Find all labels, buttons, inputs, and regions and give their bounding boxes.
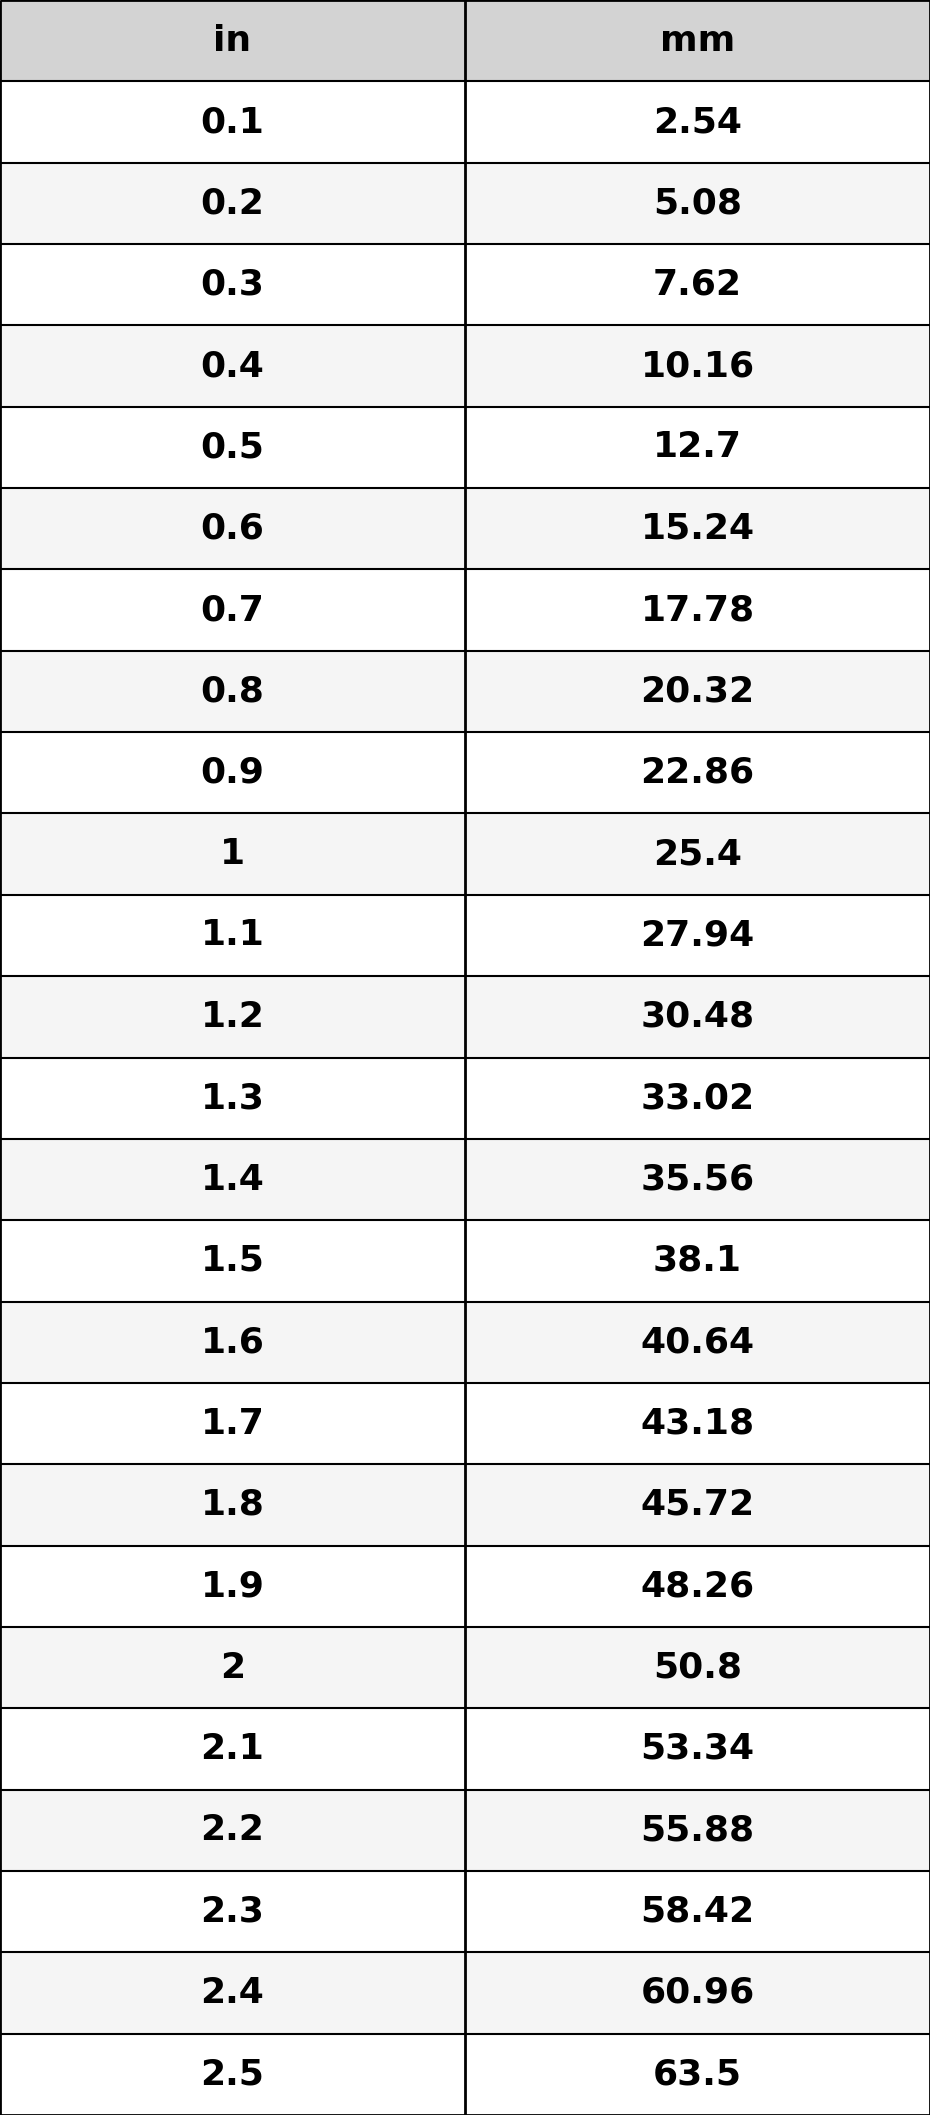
Text: 20.32: 20.32 — [641, 675, 754, 709]
Bar — [0, 1058, 930, 1138]
Bar — [0, 1301, 930, 1383]
Text: 0.8: 0.8 — [201, 675, 264, 709]
Text: 40.64: 40.64 — [641, 1326, 754, 1360]
Text: 22.86: 22.86 — [641, 755, 754, 789]
Text: 0.6: 0.6 — [201, 512, 264, 546]
Bar — [0, 1546, 930, 1626]
Text: 2: 2 — [219, 1650, 246, 1684]
Bar — [0, 1709, 930, 1789]
Text: 2.4: 2.4 — [201, 1975, 264, 2009]
Bar — [0, 732, 930, 814]
Text: 10.16: 10.16 — [641, 349, 754, 383]
Bar — [0, 977, 930, 1058]
Text: 1.9: 1.9 — [201, 1569, 264, 1603]
Text: 1: 1 — [219, 838, 246, 871]
Text: 60.96: 60.96 — [641, 1975, 754, 2009]
Text: 53.34: 53.34 — [641, 1732, 754, 1766]
Bar — [0, 1789, 930, 1872]
Text: 1.4: 1.4 — [201, 1163, 264, 1197]
Text: 48.26: 48.26 — [641, 1569, 754, 1603]
Text: 25.4: 25.4 — [653, 838, 742, 871]
Text: 35.56: 35.56 — [641, 1163, 754, 1197]
Text: 1.2: 1.2 — [201, 1000, 264, 1034]
Text: 2.2: 2.2 — [201, 1813, 264, 1846]
Text: 2.54: 2.54 — [653, 106, 742, 140]
Bar — [0, 814, 930, 895]
Text: 0.2: 0.2 — [201, 186, 264, 220]
Bar — [0, 406, 930, 489]
Text: 55.88: 55.88 — [641, 1813, 754, 1846]
Bar — [0, 489, 930, 569]
Text: 1.7: 1.7 — [201, 1406, 264, 1440]
Bar — [0, 1872, 930, 1952]
Bar — [0, 1383, 930, 1464]
Text: 2.5: 2.5 — [201, 2058, 264, 2092]
Text: 1.8: 1.8 — [201, 1489, 264, 1523]
Text: 2.3: 2.3 — [201, 1895, 264, 1929]
Bar — [0, 895, 930, 977]
Text: 0.4: 0.4 — [201, 349, 264, 383]
Text: 1.6: 1.6 — [201, 1326, 264, 1360]
Text: 12.7: 12.7 — [653, 431, 742, 465]
Bar — [0, 569, 930, 651]
Text: 2.1: 2.1 — [201, 1732, 264, 1766]
Text: 0.3: 0.3 — [201, 269, 264, 302]
Bar — [0, 651, 930, 732]
Bar — [0, 1464, 930, 1546]
Text: 1.3: 1.3 — [201, 1081, 264, 1115]
Bar — [0, 1220, 930, 1301]
Text: 0.5: 0.5 — [201, 431, 264, 465]
Text: 58.42: 58.42 — [641, 1895, 754, 1929]
Bar — [0, 326, 930, 406]
Bar — [0, 1626, 930, 1709]
Text: 63.5: 63.5 — [653, 2058, 742, 2092]
Bar — [0, 0, 930, 80]
Text: 45.72: 45.72 — [641, 1489, 754, 1523]
Text: 7.62: 7.62 — [653, 269, 742, 302]
Text: 1.5: 1.5 — [201, 1244, 264, 1277]
Text: 15.24: 15.24 — [641, 512, 754, 546]
Text: 1.1: 1.1 — [201, 918, 264, 952]
Bar — [0, 2035, 930, 2115]
Text: 0.1: 0.1 — [201, 106, 264, 140]
Text: 27.94: 27.94 — [641, 918, 754, 952]
Text: 33.02: 33.02 — [641, 1081, 754, 1115]
Text: in: in — [214, 23, 251, 57]
Text: 30.48: 30.48 — [641, 1000, 754, 1034]
Text: 50.8: 50.8 — [653, 1650, 742, 1684]
Bar — [0, 243, 930, 326]
Text: mm: mm — [660, 23, 735, 57]
Text: 38.1: 38.1 — [653, 1244, 742, 1277]
Bar — [0, 80, 930, 163]
Text: 0.9: 0.9 — [201, 755, 264, 789]
Text: 17.78: 17.78 — [641, 592, 754, 626]
Bar — [0, 1952, 930, 2035]
Text: 43.18: 43.18 — [641, 1406, 754, 1440]
Text: 0.7: 0.7 — [201, 592, 264, 626]
Bar — [0, 163, 930, 243]
Bar — [0, 1138, 930, 1220]
Text: 5.08: 5.08 — [653, 186, 742, 220]
